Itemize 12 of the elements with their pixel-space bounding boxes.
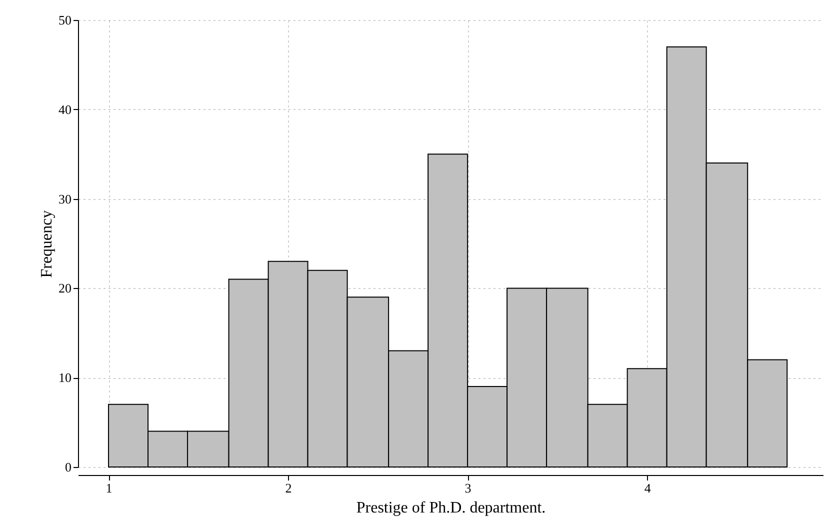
y-tick-label: 40 xyxy=(58,102,72,117)
x-tick-label: 2 xyxy=(285,480,292,496)
x-tick-label: 4 xyxy=(644,480,652,496)
x-axis-title: Prestige of Ph.D. department. xyxy=(356,500,546,516)
x-tick-label: 1 xyxy=(106,480,112,496)
y-tick-label: 30 xyxy=(58,191,72,206)
y-tick-label: 20 xyxy=(58,280,72,296)
y-tick-label: 50 xyxy=(58,12,72,28)
y-tick-label: 10 xyxy=(58,370,72,386)
x-tick-label: 3 xyxy=(464,480,472,496)
y-axis-title: Frequency xyxy=(38,210,56,278)
y-tick-label: 0 xyxy=(65,460,72,474)
